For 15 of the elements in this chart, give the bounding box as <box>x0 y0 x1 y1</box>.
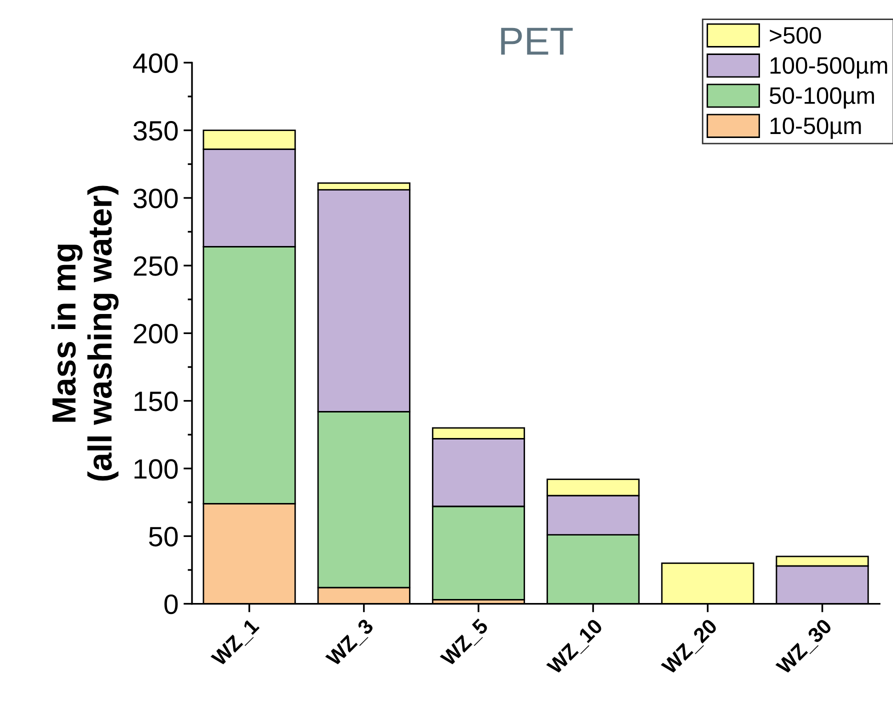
y-tick-label: 150 <box>134 392 178 412</box>
y-axis-title: Mass in mg (all washing water) <box>51 186 119 481</box>
y-tick-label: 100 <box>134 459 178 479</box>
legend-label: >500 <box>770 26 821 44</box>
y-tick-label: 350 <box>134 120 178 141</box>
y-tick-label: 50 <box>149 526 178 546</box>
chart-title: PET <box>501 28 573 55</box>
y-tick-label: 250 <box>134 256 178 276</box>
legend-label: 100-500µm <box>770 57 888 79</box>
y-tick-label: 300 <box>134 188 178 208</box>
legend-label: 50-100µm <box>770 87 874 109</box>
y-tick-label: 200 <box>134 324 178 344</box>
legend-label: 10-50µm <box>770 117 861 139</box>
y-tick-label: 0 <box>164 594 178 614</box>
y-tick-label: 400 <box>133 53 178 73</box>
